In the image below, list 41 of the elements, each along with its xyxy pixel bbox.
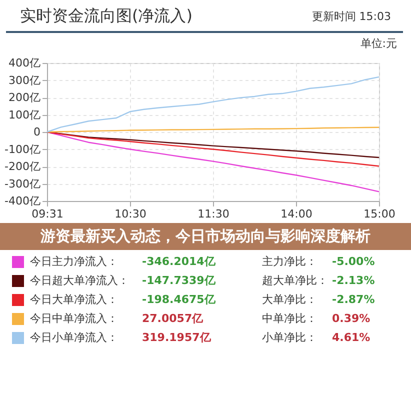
text: 主力净比： — [262, 254, 318, 269]
line-series — [46, 76, 380, 133]
text: 更新时间 15:03 — [312, 9, 391, 24]
line-series — [46, 131, 380, 192]
y-tick-label: 400亿 — [8, 56, 40, 70]
text: 4.61% — [332, 331, 370, 344]
y-tick-label: 300亿 — [8, 74, 40, 87]
y-tick-label: -100亿 — [4, 142, 40, 156]
y-tick-label: -400亿 — [4, 194, 40, 208]
y-tick-label: 100亿 — [8, 108, 40, 122]
x-tick-label: 11:30 — [198, 208, 230, 220]
text: 27.0057亿 — [142, 311, 204, 326]
chart-title: 实时资金流向图(净流入) — [20, 6, 192, 27]
line-series — [46, 131, 380, 167]
legend-label: 今日小单净流入： — [30, 330, 119, 345]
text: 游资最新买入动态，今日市场动向与影响深度解析 — [0, 223, 411, 250]
text: 0.39% — [332, 312, 370, 325]
y-tick-label: 200亿 — [8, 91, 40, 104]
text: -346.2014亿 — [142, 254, 216, 269]
text: -147.7339亿 — [142, 273, 216, 288]
x-tick-label: 14:00 — [280, 208, 312, 220]
text: 小单净比： — [262, 330, 318, 345]
legend-label: 今日超大单净流入： — [30, 273, 130, 288]
text: 大单净比： — [262, 292, 318, 307]
text: -2.13% — [332, 274, 375, 287]
text: -198.4675亿 — [142, 292, 216, 307]
text: 超大单净比： — [262, 273, 329, 288]
text: -5.00% — [332, 255, 375, 268]
legend-label: 今日大单净流入： — [30, 292, 119, 307]
text: 319.1957亿 — [142, 330, 212, 345]
text: 单位:元 — [359, 36, 398, 51]
y-tick-label: -300亿 — [4, 177, 40, 190]
text: -2.87% — [332, 293, 375, 306]
x-tick-label: 09:31 — [32, 208, 64, 220]
legend-label: 今日主力净流入： — [30, 254, 119, 269]
legend-label: 今日中单净流入： — [30, 311, 119, 326]
x-tick-label: 10:30 — [114, 208, 146, 220]
y-tick-label: -200亿 — [4, 160, 40, 173]
y-tick-label: 0 — [34, 126, 40, 138]
x-tick-label: 15:00 — [364, 208, 396, 220]
text: 中单净比： — [262, 311, 318, 326]
